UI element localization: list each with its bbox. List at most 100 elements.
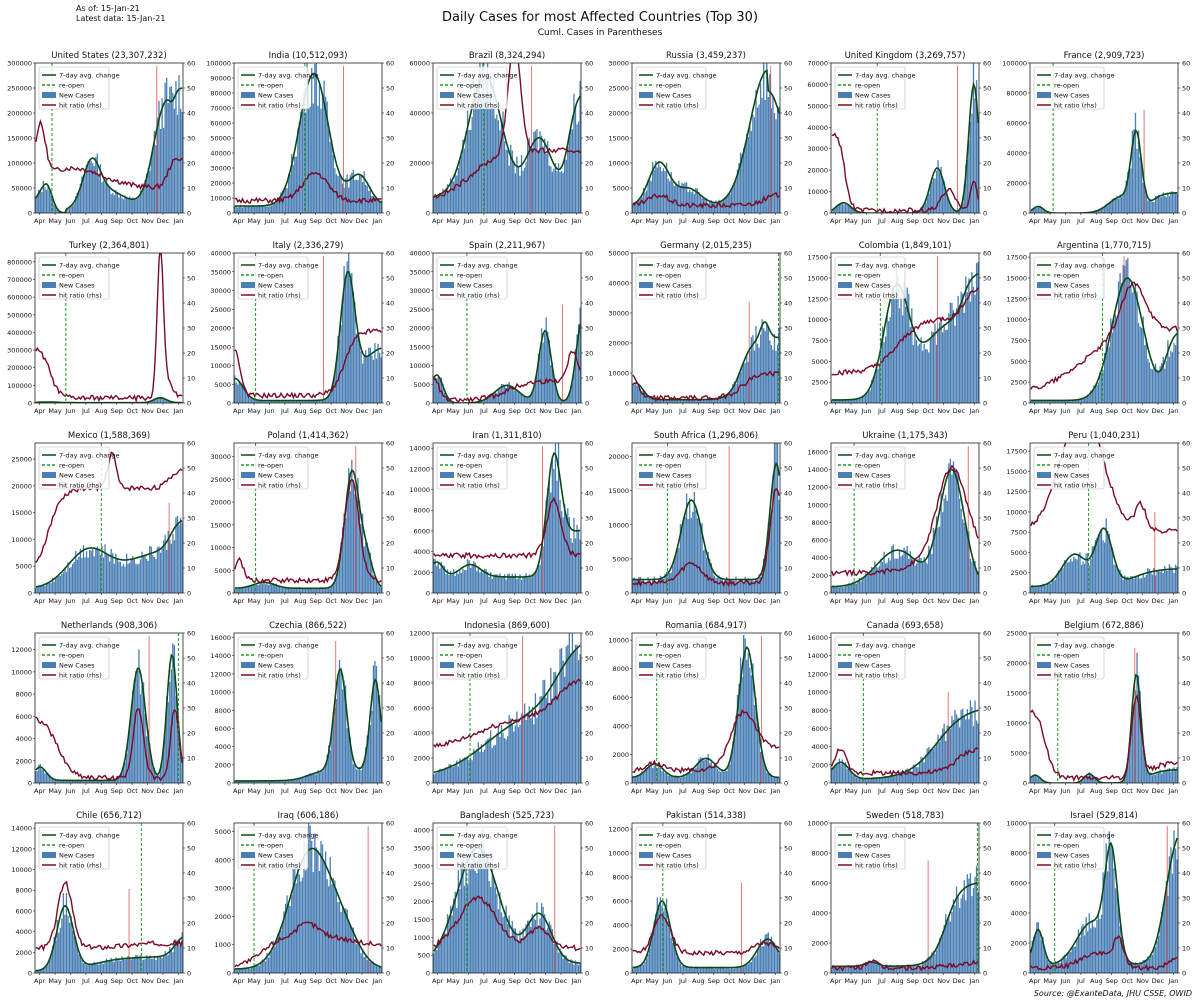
case-bar [926,563,928,593]
case-bar [553,374,555,403]
y-tick-label: 4000 [612,722,629,730]
case-bar [56,577,58,593]
case-bar [1117,572,1120,593]
legend-label: New Cases [855,662,891,670]
case-bar [749,667,751,783]
case-bar [453,766,455,783]
legend-box [834,826,906,870]
legend-label: 7-day avg. change [1054,262,1115,270]
case-bar [551,929,554,973]
case-bar [1144,753,1146,783]
case-bar [443,933,446,973]
case-bar [272,940,274,973]
case-bar [868,963,870,973]
case-bar [274,400,276,403]
case-bar [926,957,928,973]
case-bar [955,714,958,783]
x-tick-label: Nov [738,977,751,985]
case-bar [78,954,80,973]
x-tick-label: May [1043,407,1057,415]
y-tick-label: 2000 [811,940,828,948]
case-bar [470,567,472,593]
case-bar [955,886,958,973]
x-tick-label: Apr [233,597,245,605]
case-bar [240,204,242,213]
case-bar [559,499,561,593]
case-bar [1127,958,1129,973]
hit-ratio-line [433,678,581,748]
case-bar [738,581,740,593]
rhs-tick-label: 30 [386,895,394,903]
case-bar [724,196,726,213]
case-bar [374,343,376,403]
rhs-tick-label: 60 [386,250,394,258]
case-bar [51,945,54,973]
case-bar [155,558,157,593]
case-bar [692,968,694,973]
case-bar [632,384,634,403]
case-bar [169,539,171,593]
case-bar [545,697,547,783]
case-bar [877,567,879,593]
case-bar [340,175,342,213]
case-bar [375,666,378,783]
case-bar [571,542,574,593]
case-bar [914,565,916,593]
case-bar [639,198,642,213]
legend-label: hit ratio (rhs) [1054,482,1097,490]
case-bar [656,768,658,783]
case-bar [440,196,443,213]
case-bar [895,775,898,783]
y-tick-label: 300000 [7,60,32,68]
case-bar [1042,780,1044,783]
case-bar [346,728,348,783]
case-bar [834,765,836,783]
case-bar [298,400,301,403]
case-bar [1133,578,1135,593]
case-bar [278,781,281,783]
x-tick-label: Jan [769,217,780,225]
legend-swatch-cases [1037,852,1051,858]
case-bar [542,546,544,593]
case-bar [766,772,768,783]
case-bar [648,767,651,783]
case-bar [491,853,493,973]
case-bar [254,585,256,593]
case-bar [82,779,85,783]
country-panel: United States (23,307,232)05000010000015… [7,51,195,225]
x-tick-label: Jun [860,977,871,985]
case-bar [935,950,938,973]
case-bar [335,889,338,973]
hit-ratio-line [831,464,979,578]
x-tick-label: Oct [724,597,736,605]
y-tick-label: 6000 [612,694,629,702]
y-tick-label: 15000 [210,343,231,351]
rhs-tick-label: 30 [386,135,394,143]
case-bar [710,563,712,593]
case-bar [93,165,95,213]
case-bar [41,585,43,593]
case-bar [507,150,509,213]
legend-swatch-cases [838,852,852,858]
case-bar [773,113,776,213]
rhs-tick-label: 60 [585,440,593,448]
case-bar [881,966,884,973]
case-bar [340,325,342,403]
case-bar [965,900,967,973]
case-bar [471,565,473,593]
case-bar [969,558,972,593]
y-tick-label: 10000 [210,195,231,203]
case-bar [652,768,654,783]
case-bar [877,778,879,783]
case-bar [931,749,933,783]
legend-label: 7-day avg. change [855,642,916,650]
case-bar [456,760,458,783]
case-bar [746,133,748,213]
case-bar [343,680,345,783]
case-bar [554,671,557,783]
case-bar [85,780,88,783]
case-bar [752,958,754,973]
case-bar [1130,285,1132,403]
